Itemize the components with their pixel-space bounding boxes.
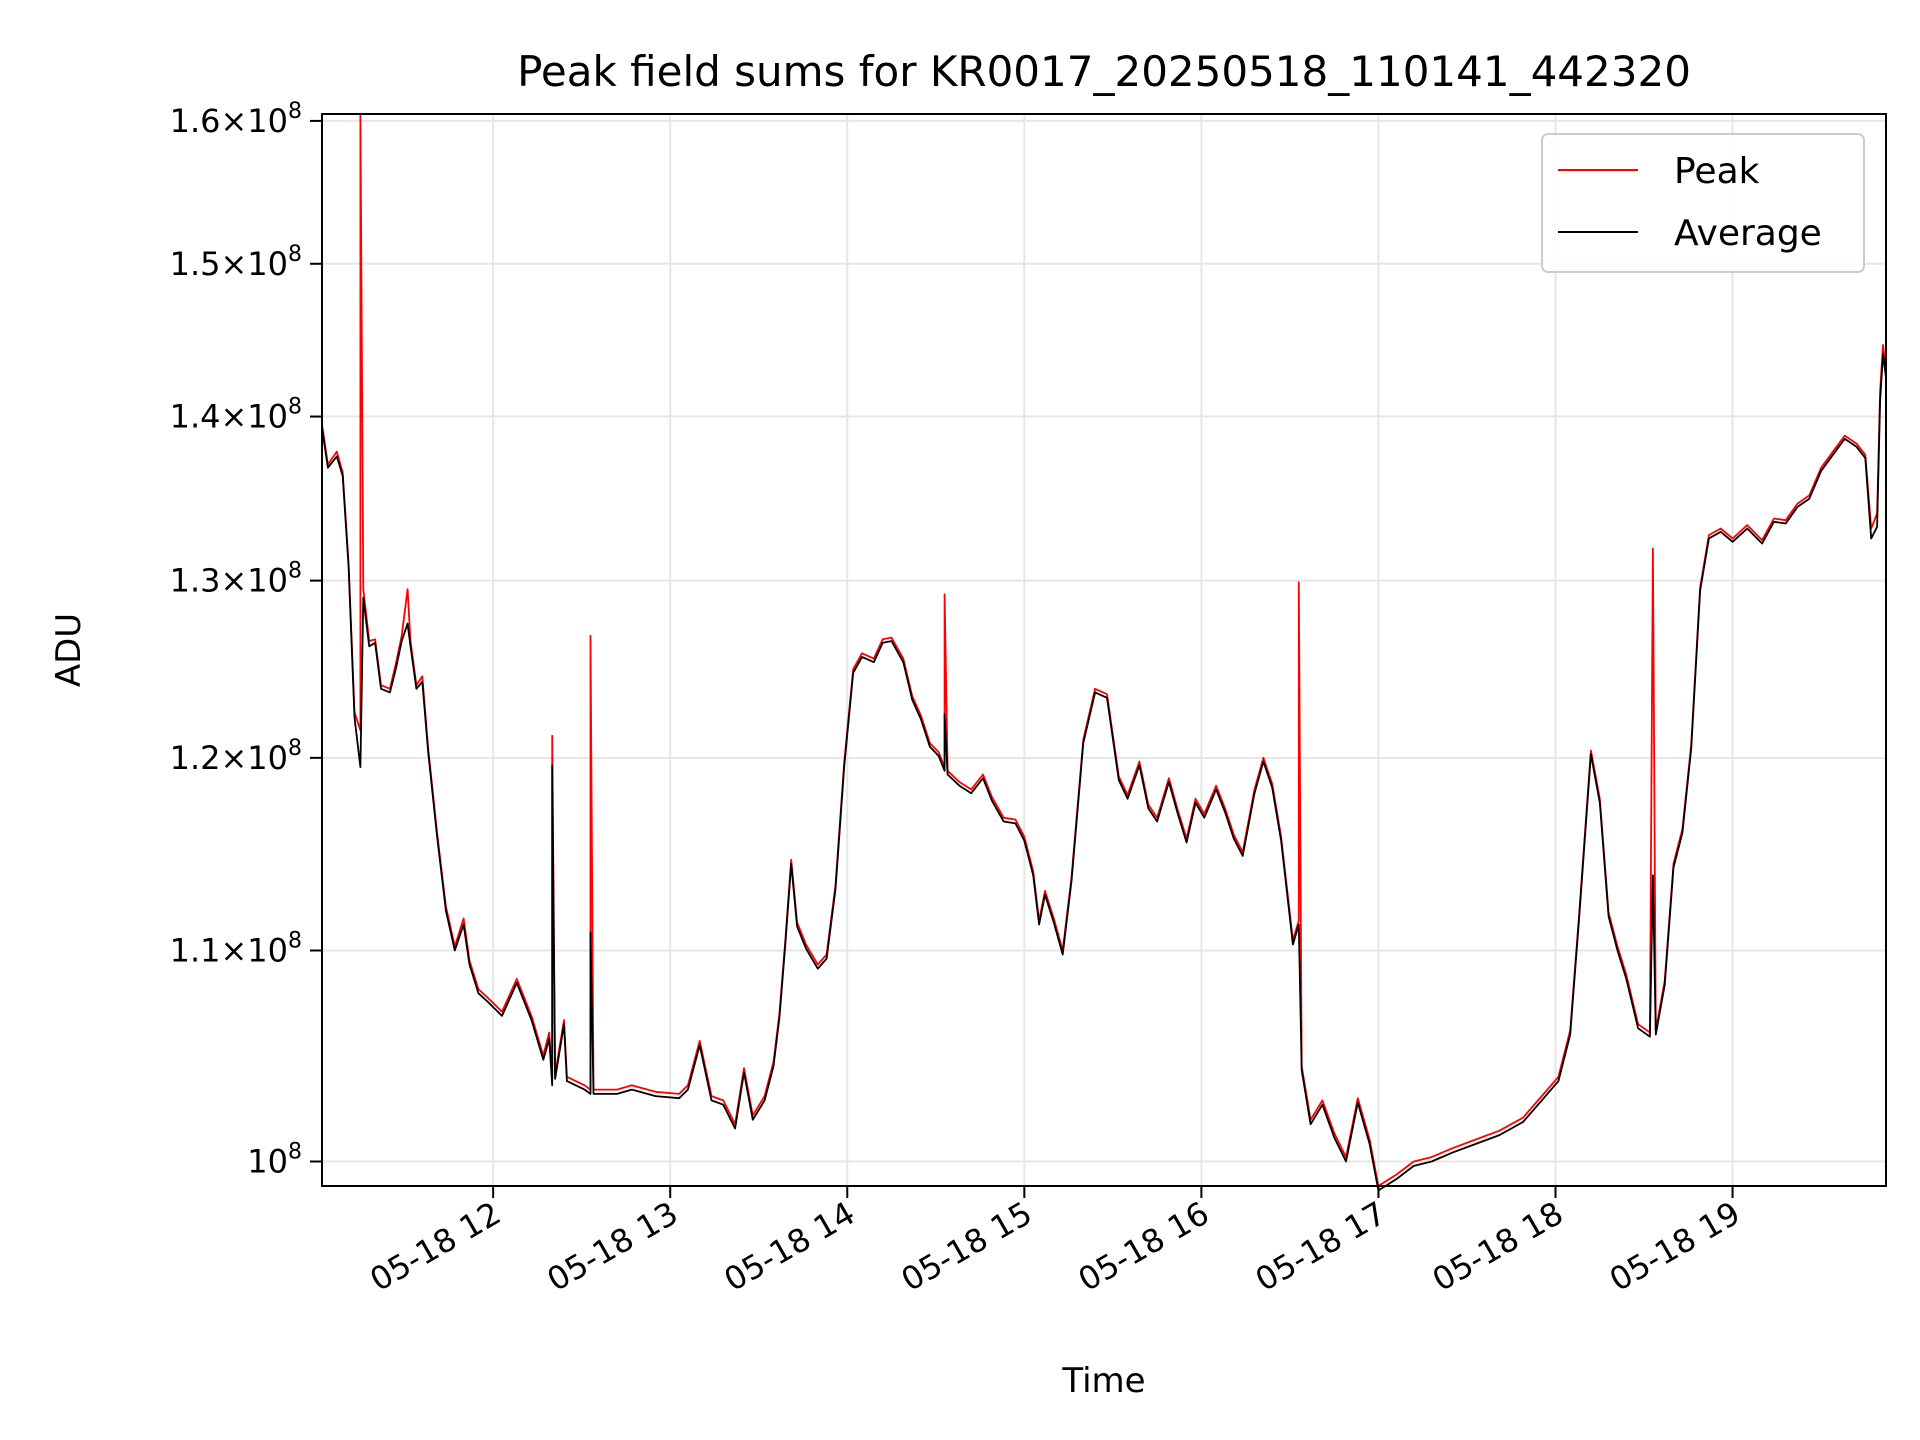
y-tick-label: 1.6×108 [170, 99, 302, 140]
y-tick-label: 1.5×108 [170, 242, 302, 283]
legend: Peak Average [1541, 133, 1865, 273]
legend-label-peak: Peak [1674, 151, 1760, 192]
legend-box [1541, 133, 1865, 273]
y-tick-label: 1.2×108 [170, 736, 302, 777]
series-line-average [321, 353, 1887, 1192]
legend-label-average: Average [1674, 213, 1822, 254]
series-line-peak [321, 113, 1887, 1187]
y-tick-label: 1.1×108 [170, 928, 302, 969]
y-tick-label: 108 [247, 1140, 302, 1181]
y-axis-ticks: 108 1.1×108 1.2×108 1.3×108 1.4×108 1.5×108 1.… [170, 99, 322, 1181]
y-tick-label: 1.4×108 [170, 395, 302, 436]
grid [322, 114, 1886, 1186]
chart-title: Peak field sums for KR0017_20250518_1101… [517, 47, 1691, 96]
y-tick-label: 1.3×108 [170, 559, 302, 600]
y-axis-title: ADU [49, 613, 89, 687]
plot-series [321, 113, 1887, 1192]
plot-frame [321, 113, 1887, 1187]
x-axis-title: Time [1061, 1361, 1145, 1401]
